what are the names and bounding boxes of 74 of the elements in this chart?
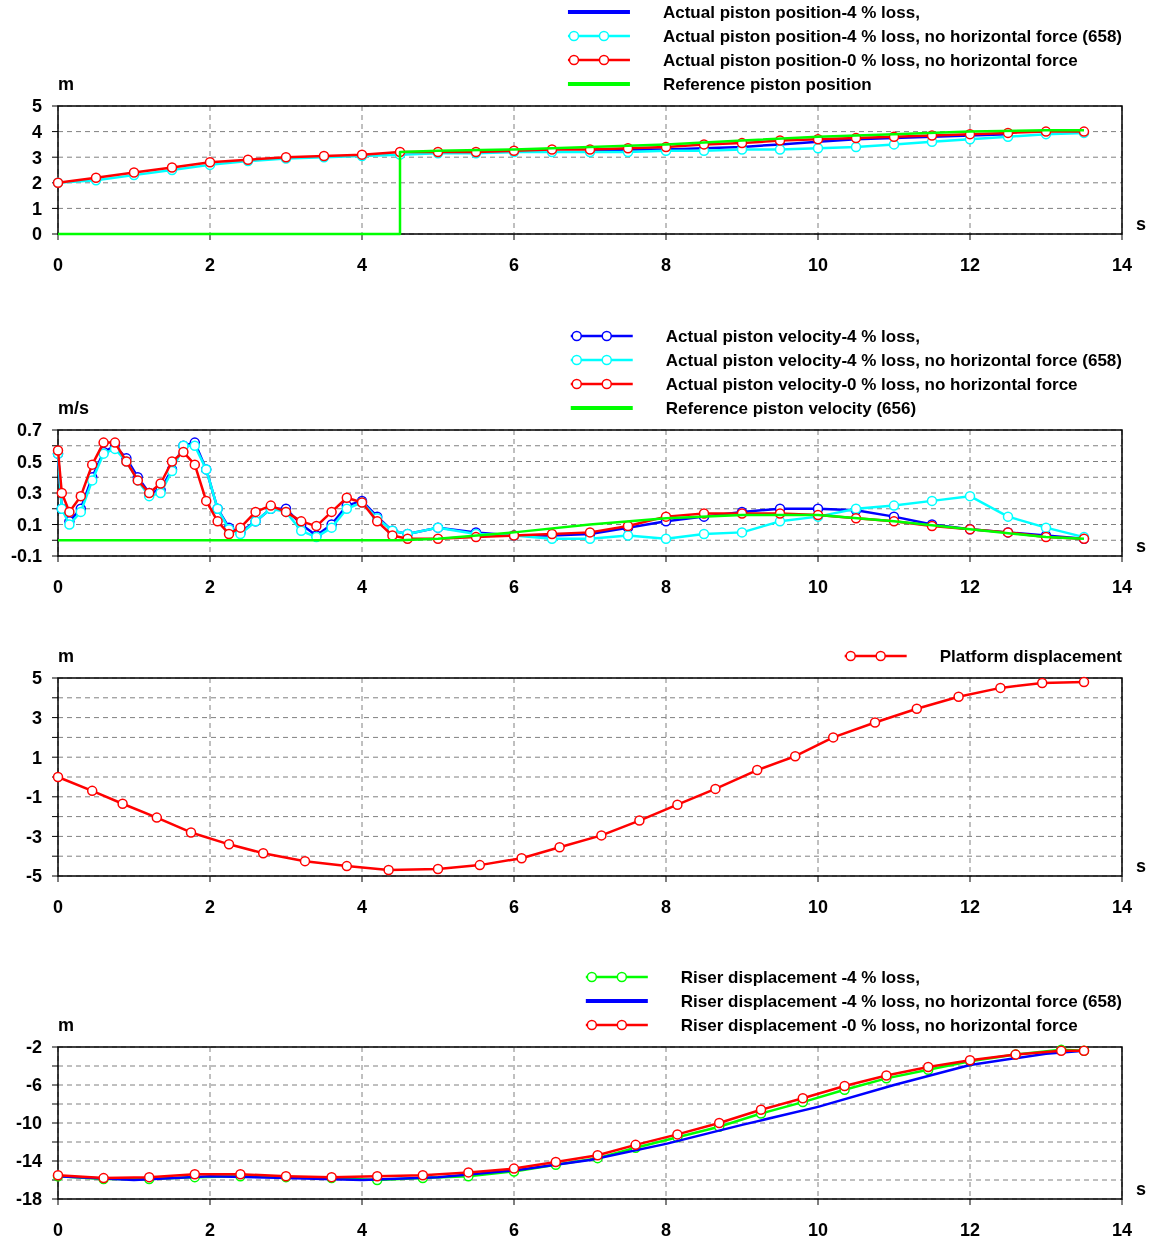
y-tick-label: 1 xyxy=(31,198,42,219)
y-axis-title: m xyxy=(58,1015,75,1035)
y-tick-label: 0.7 xyxy=(16,420,42,441)
x-tick-label: 6 xyxy=(508,1220,520,1240)
x-tick-label: 4 xyxy=(356,897,368,917)
legend-label: Actual piston position-4 % loss, no horizontal force (658) xyxy=(662,26,1123,46)
legend-label: Riser displacement -0 % loss, no horizontal force xyxy=(680,1015,1078,1035)
x-tick-label: 14 xyxy=(1111,1220,1133,1240)
x-tick-label: 2 xyxy=(204,897,216,917)
x-tick-label: 4 xyxy=(356,1220,368,1240)
y-tick-label: -2 xyxy=(25,1037,42,1058)
y-tick-label: 0.3 xyxy=(16,483,42,504)
y-tick-label: -6 xyxy=(25,1075,42,1096)
y-tick-label: 4 xyxy=(31,121,42,142)
x-tick-label: 10 xyxy=(807,1220,829,1240)
y-tick-label: -18 xyxy=(15,1189,42,1210)
x-tick-label: 4 xyxy=(356,255,368,275)
x-tick-label: 0 xyxy=(52,1220,64,1240)
x-tick-label: 8 xyxy=(660,577,672,597)
x-tick-label: 8 xyxy=(660,897,672,917)
x-axis-title: s xyxy=(1136,214,1147,234)
y-tick-label: -10 xyxy=(15,1113,42,1134)
y-tick-label: 3 xyxy=(31,707,42,728)
y-tick-label: 2 xyxy=(31,173,42,194)
y-axis-title: m/s xyxy=(58,398,90,418)
y-tick-label: 3 xyxy=(31,147,42,168)
x-tick-label: 12 xyxy=(959,255,981,275)
legend-label: Reference piston position xyxy=(662,74,872,94)
y-tick-label: 0.1 xyxy=(16,514,42,535)
y-tick-label: -14 xyxy=(15,1151,42,1172)
y-tick-label: -5 xyxy=(25,866,42,887)
x-tick-label: 0 xyxy=(52,897,64,917)
x-tick-label: 12 xyxy=(959,897,981,917)
x-tick-label: 0 xyxy=(52,255,64,275)
x-tick-label: 10 xyxy=(807,577,829,597)
y-tick-label: 1 xyxy=(31,747,42,768)
x-axis-title: s xyxy=(1136,536,1147,556)
x-axis-title: s xyxy=(1136,856,1147,876)
y-tick-label: 5 xyxy=(31,668,42,689)
legend-label: Actual piston position-4 % loss, xyxy=(662,2,920,22)
x-tick-label: 6 xyxy=(508,577,520,597)
x-tick-label: 12 xyxy=(959,577,981,597)
x-tick-label: 2 xyxy=(204,1220,216,1240)
y-tick-label: 0 xyxy=(31,224,42,245)
legend-label: Actual piston position-0 % loss, no horizontal force xyxy=(662,50,1078,70)
x-axis-title: s xyxy=(1136,1179,1147,1199)
x-tick-label: 8 xyxy=(660,255,672,275)
x-tick-label: 2 xyxy=(204,255,216,275)
y-tick-label: -3 xyxy=(25,826,42,847)
x-tick-label: 8 xyxy=(660,1220,672,1240)
legend-label: Riser displacement -4 % loss, no horizontal force (658) xyxy=(680,991,1122,1011)
x-tick-label: 6 xyxy=(508,255,520,275)
y-tick-label: -1 xyxy=(25,787,42,808)
x-tick-label: 14 xyxy=(1111,577,1133,597)
legend-label: Actual piston velocity-0 % loss, no horizontal force xyxy=(665,374,1078,394)
y-tick-label: -0.1 xyxy=(10,546,42,567)
legend-label: Actual piston velocity-4 % loss, xyxy=(665,326,920,346)
x-tick-label: 10 xyxy=(807,897,829,917)
y-tick-label: 5 xyxy=(31,96,42,117)
x-tick-label: 2 xyxy=(204,577,216,597)
y-axis-title: m xyxy=(58,74,75,94)
x-tick-label: 12 xyxy=(959,1220,981,1240)
x-tick-label: 4 xyxy=(356,577,368,597)
x-tick-label: 14 xyxy=(1111,897,1133,917)
legend-label: Reference piston velocity (656) xyxy=(665,398,917,418)
legend-label: Actual piston velocity-4 % loss, no horizontal force (658) xyxy=(665,350,1123,370)
x-tick-label: 6 xyxy=(508,897,520,917)
x-tick-label: 0 xyxy=(52,577,64,597)
x-tick-label: 10 xyxy=(807,255,829,275)
legend-label: Riser displacement -4 % loss, xyxy=(680,967,920,987)
y-tick-label: 0.5 xyxy=(16,451,42,472)
x-tick-label: 14 xyxy=(1111,255,1133,275)
legend-label: Platform displacement xyxy=(939,646,1123,666)
y-axis-title: m xyxy=(58,646,75,666)
